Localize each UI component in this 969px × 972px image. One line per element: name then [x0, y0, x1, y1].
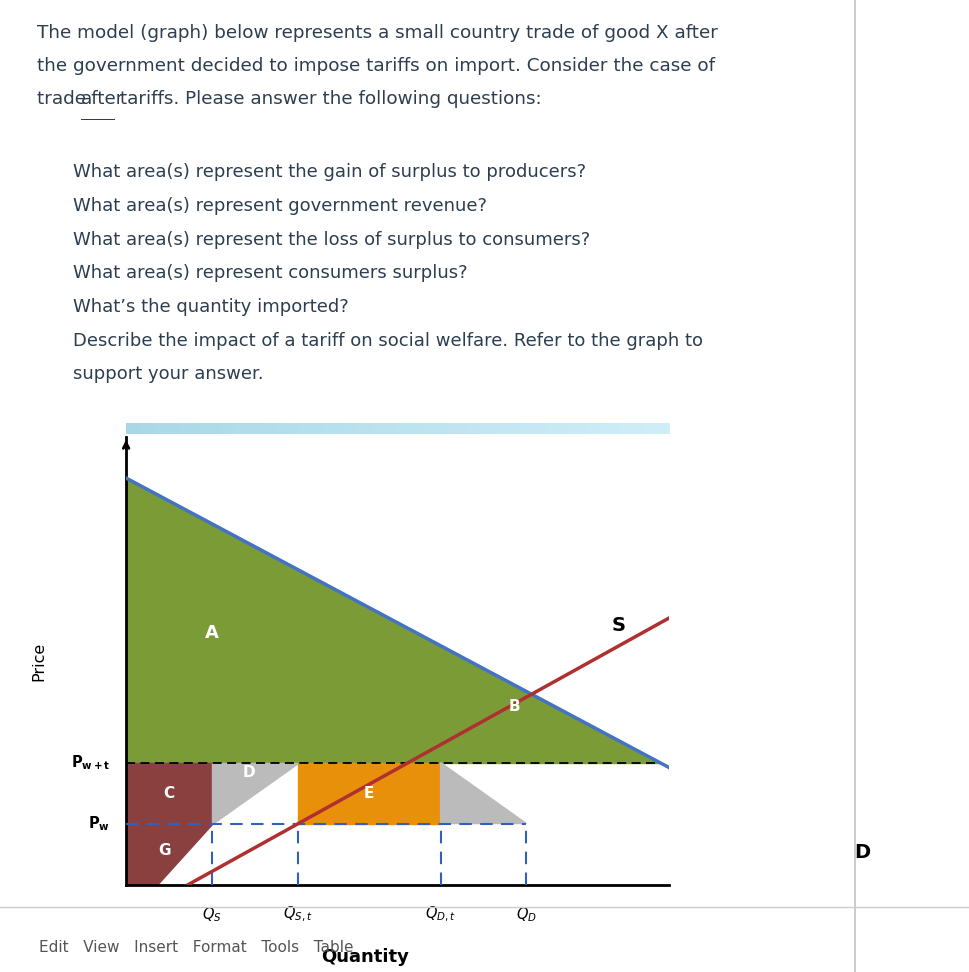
Text: trade: trade	[37, 90, 92, 109]
Text: Describe the impact of a tariff on social welfare. Refer to the graph to: Describe the impact of a tariff on socia…	[73, 331, 702, 350]
Text: Quantity: Quantity	[321, 948, 409, 965]
Text: G: G	[158, 844, 171, 858]
Text: A: A	[204, 623, 219, 642]
Polygon shape	[126, 823, 211, 920]
Text: support your answer.: support your answer.	[73, 365, 264, 383]
Text: B: B	[508, 699, 519, 713]
Polygon shape	[126, 763, 211, 823]
Text: $\mathbf{P_w}$: $\mathbf{P_w}$	[88, 815, 109, 833]
Text: What area(s) represent government revenue?: What area(s) represent government revenu…	[73, 196, 486, 215]
Text: What area(s) represent consumers surplus?: What area(s) represent consumers surplus…	[73, 264, 467, 282]
Text: $Q_{D,t}$: $Q_{D,t}$	[424, 905, 455, 924]
Text: D: D	[242, 765, 255, 781]
Text: C: C	[163, 785, 174, 801]
Polygon shape	[126, 478, 659, 763]
Text: $Q_S$: $Q_S$	[202, 905, 222, 923]
Text: $Q_{S,t}$: $Q_{S,t}$	[283, 905, 312, 924]
Text: tariffs. Please answer the following questions:: tariffs. Please answer the following que…	[114, 90, 542, 109]
Text: The model (graph) below represents a small country trade of good X after: The model (graph) below represents a sma…	[37, 24, 717, 43]
Text: D: D	[854, 843, 869, 862]
Polygon shape	[211, 763, 297, 823]
Polygon shape	[297, 694, 659, 763]
Text: S: S	[611, 616, 625, 636]
Text: What area(s) represent the gain of surplus to producers?: What area(s) represent the gain of surpl…	[73, 163, 585, 181]
Text: Edit   View   Insert   Format   Tools   Table: Edit View Insert Format Tools Table	[39, 940, 353, 955]
Text: What’s the quantity imported?: What’s the quantity imported?	[73, 298, 348, 316]
Text: $\mathbf{P_{w+t}}$: $\mathbf{P_{w+t}}$	[71, 753, 109, 772]
Text: $Q_D$: $Q_D$	[516, 905, 536, 923]
Polygon shape	[440, 763, 526, 823]
Text: Price: Price	[31, 642, 47, 680]
Text: F: F	[460, 765, 471, 781]
Text: E: E	[363, 785, 374, 801]
Text: after: after	[80, 90, 124, 109]
Text: the government decided to impose tariffs on import. Consider the case of: the government decided to impose tariffs…	[37, 57, 714, 76]
Polygon shape	[297, 763, 440, 823]
Text: What area(s) represent the loss of surplus to consumers?: What area(s) represent the loss of surpl…	[73, 230, 589, 249]
